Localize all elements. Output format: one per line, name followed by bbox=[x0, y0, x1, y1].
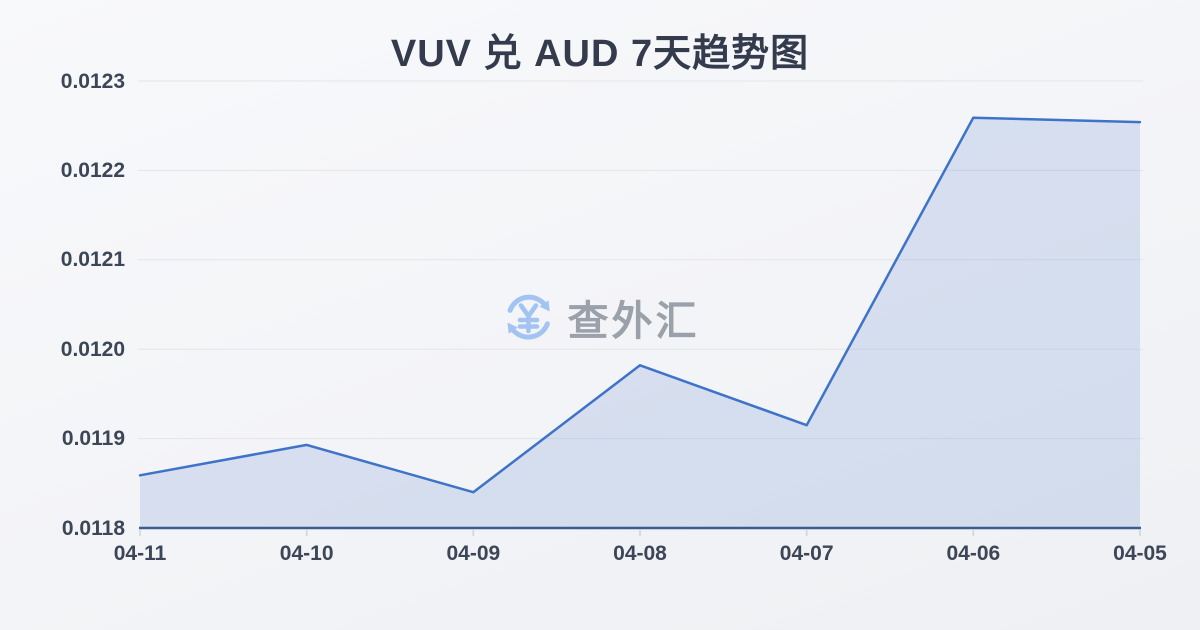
y-axis-label: 0.0121 bbox=[60, 248, 125, 272]
y-axis-label: 0.0122 bbox=[60, 158, 125, 182]
y-axis-label: 0.0123 bbox=[60, 69, 125, 93]
x-axis-label: 04-05 bbox=[1113, 542, 1167, 565]
y-axis-label: 0.0120 bbox=[60, 337, 125, 361]
y-axis-label: 0.0118 bbox=[61, 516, 125, 540]
x-axis-label: 04-06 bbox=[946, 542, 1001, 565]
area-series-fill bbox=[140, 117, 1140, 528]
grid-lines bbox=[138, 80, 1143, 440]
y-axis-label: 0.0119 bbox=[61, 427, 125, 451]
chart-title: VUV 兑 AUD 7天趋势图 bbox=[390, 33, 810, 75]
x-axis-label: 04-09 bbox=[446, 542, 501, 565]
x-axis-label: 04-11 bbox=[113, 542, 167, 565]
x-axis-label: 04-07 bbox=[779, 542, 834, 565]
x-axis-label: 04-08 bbox=[613, 542, 667, 565]
x-axis-label: 04-10 bbox=[279, 542, 334, 565]
line-series bbox=[138, 116, 1142, 494]
axis-tick-marks bbox=[139, 530, 1141, 536]
